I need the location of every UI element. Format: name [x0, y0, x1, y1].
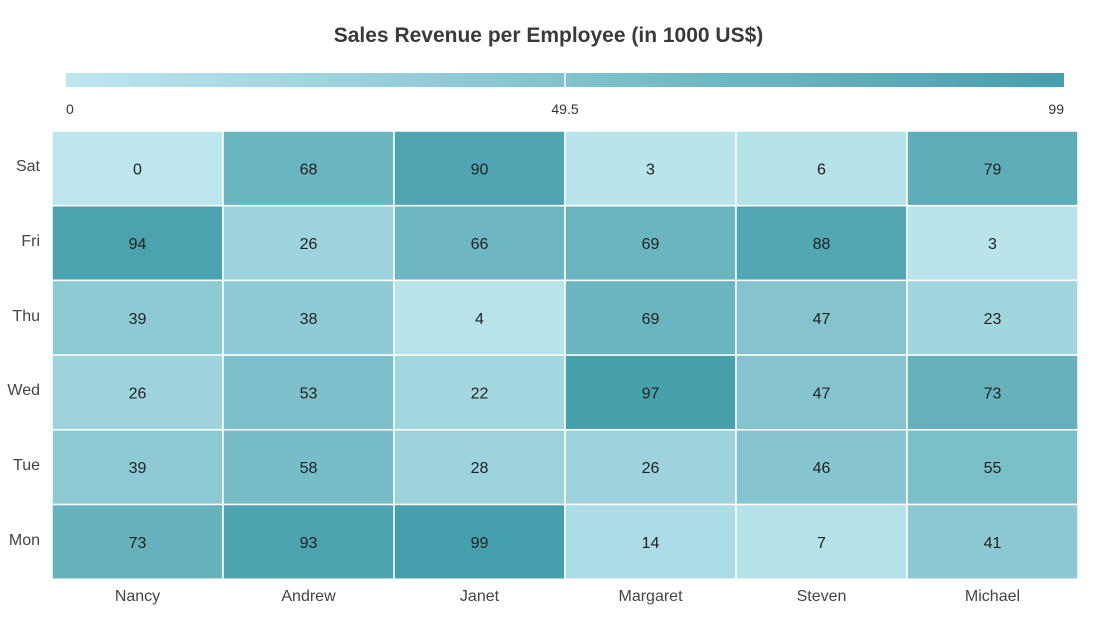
y-tick-label: Fri: [21, 233, 40, 251]
y-tick-label: Wed: [7, 382, 40, 400]
heatmap-cell[interactable]: [393, 503, 566, 580]
cell-value-label: 46: [813, 460, 831, 477]
heatmap-cell[interactable]: [222, 130, 395, 207]
cell-value-label: 26: [300, 236, 318, 253]
cell-value-label: 68: [300, 161, 318, 178]
heatmap-cell[interactable]: [735, 354, 908, 431]
cell-value-label: 7: [817, 535, 826, 552]
cell-value-label: 3: [988, 236, 997, 253]
heatmap-cell[interactable]: [564, 503, 737, 580]
cell-value-label: 79: [984, 161, 1002, 178]
cell-value-label: 3: [646, 161, 655, 178]
y-tick-label: Sat: [15, 158, 40, 176]
x-tick-label: Steven: [796, 588, 847, 605]
cell-value-label: 39: [129, 460, 147, 477]
legend-max-label: 99: [1048, 101, 1064, 117]
cell-value-label: 73: [984, 385, 1002, 402]
heatmap-cell[interactable]: [222, 279, 395, 356]
heatmap-cell[interactable]: [51, 503, 224, 580]
x-tick-label: Nancy: [114, 588, 161, 605]
x-tick-label: Janet: [459, 588, 500, 605]
x-tick-label: Michael: [964, 588, 1021, 605]
cell-value-label: 38: [300, 311, 318, 328]
heatmap-cell[interactable]: [735, 279, 908, 356]
cell-value-label: 73: [129, 535, 147, 552]
heatmap-cell[interactable]: [51, 429, 224, 506]
heatmap-cell[interactable]: [393, 354, 566, 431]
heatmap-cell[interactable]: [51, 354, 224, 431]
cell-value-label: 99: [471, 535, 489, 552]
heatmap-cell[interactable]: [735, 204, 908, 282]
cell-value-label: 94: [129, 236, 147, 253]
cell-value-label: 28: [471, 460, 489, 477]
cell-value-label: 66: [471, 236, 489, 253]
heatmap-cell[interactable]: [222, 503, 395, 580]
cell-value-label: 14: [642, 535, 660, 552]
y-tick-label: Tue: [13, 457, 40, 475]
cell-value-label: 58: [300, 460, 318, 477]
heatmap-cell[interactable]: [222, 429, 395, 506]
x-tick-label: Margaret: [618, 588, 683, 605]
heatmap-cell[interactable]: [906, 204, 1079, 282]
heatmap-cell[interactable]: [393, 279, 566, 356]
heatmap-cell[interactable]: [906, 279, 1079, 356]
legend-min-label: 0: [66, 101, 74, 117]
color-legend-bar: [66, 73, 1064, 87]
heatmap-cell[interactable]: [735, 503, 908, 580]
cell-value-label: 53: [300, 385, 318, 402]
cell-value-label: 23: [984, 311, 1002, 328]
y-tick-label: Thu: [12, 307, 40, 325]
cell-value-label: 55: [984, 460, 1002, 477]
heatmap-cell[interactable]: [222, 204, 395, 282]
cell-value-label: 69: [642, 311, 660, 328]
heatmap-cell[interactable]: [222, 354, 395, 431]
cell-value-label: 6: [817, 161, 826, 178]
y-tick-label: Mon: [8, 531, 40, 549]
cell-value-label: 93: [300, 535, 318, 552]
heatmap-cell[interactable]: [906, 130, 1079, 207]
cell-value-label: 97: [642, 385, 660, 402]
cell-value-label: 4: [475, 311, 484, 328]
cell-value-label: 26: [129, 385, 147, 402]
cell-value-label: 39: [129, 311, 147, 328]
chart-title: Sales Revenue per Employee (in 1000 US$): [333, 24, 764, 47]
cell-value-label: 69: [642, 236, 660, 253]
cell-value-label: 88: [813, 236, 831, 253]
heatmap-cell[interactable]: [564, 279, 737, 356]
heatmap-cell[interactable]: [51, 204, 224, 282]
cell-value-label: 26: [642, 460, 660, 477]
cell-value-label: 47: [813, 311, 831, 328]
cell-value-label: 0: [133, 161, 142, 178]
cell-value-label: 41: [984, 535, 1002, 552]
cell-value-label: 90: [471, 161, 489, 178]
cell-value-label: 22: [471, 385, 489, 402]
legend-mid-label: 49.5: [551, 101, 579, 117]
heatmap-cell[interactable]: [735, 429, 908, 506]
heatmap-cell[interactable]: [393, 429, 566, 506]
x-tick-label: Andrew: [281, 588, 336, 605]
heatmap-cell[interactable]: [51, 130, 224, 207]
heatmap-cell[interactable]: [906, 503, 1079, 580]
cell-value-label: 47: [813, 385, 831, 402]
